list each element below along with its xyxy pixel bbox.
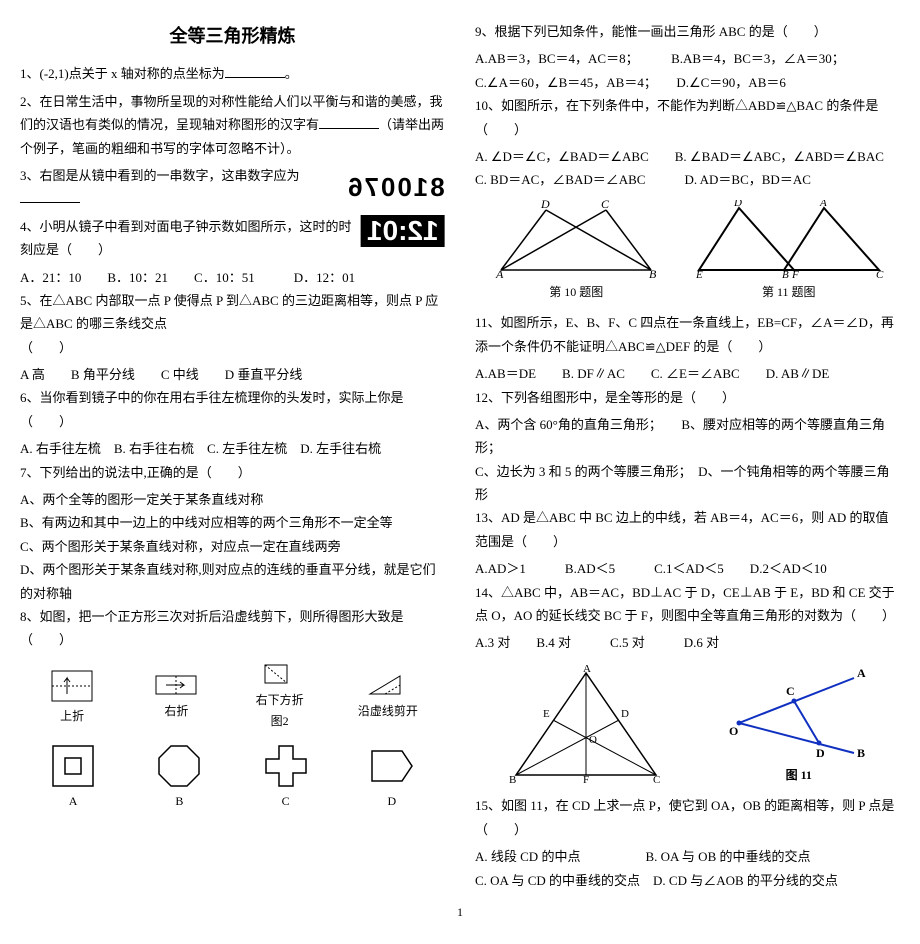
angle-diagram: O A B C D	[724, 663, 874, 763]
q8-opt-c: C	[261, 741, 311, 813]
q7: 7、下列给出的说法中,正确的是（ ）	[20, 461, 445, 484]
q10: 10、如图所示，在下列条件中，不能作为判断△ABD≌△BAC 的条件是（ ）	[475, 94, 900, 141]
svg-text:O: O	[589, 734, 597, 746]
q5: 5、在△ABC 内部取一点 P 使得点 P 到△ABC 的三边距离相等，则点 P…	[20, 289, 445, 359]
svg-text:F: F	[791, 269, 799, 280]
doc-title: 全等三角形精炼	[20, 20, 445, 52]
triangle-diagram: E B F C D A	[694, 200, 884, 280]
mirror-number: 810076	[346, 164, 445, 211]
fig-q14: A B C F E D O	[501, 665, 671, 785]
svg-text:C: C	[786, 684, 795, 698]
q2: 2、在日常生活中，事物所呈现的对称性能给人们以平衡与和谐的美感，我们的汉语也有类…	[20, 90, 445, 160]
svg-text:A: A	[819, 200, 827, 209]
svg-text:C: C	[601, 200, 610, 211]
shape-icon	[48, 741, 98, 791]
q13: 13、AD 是△ABC 中 BC 边上的中线，若 AB＝4，AC＝6，则 AD …	[475, 506, 900, 553]
svg-text:A: A	[583, 665, 591, 675]
fold-icon	[47, 666, 97, 706]
fig-q11: E B F C D A 第 11 题图	[694, 200, 884, 304]
q14-opts: A.3 对 B.4 对 C.5 对 D.6 对	[475, 631, 900, 654]
q13-opts: A.AD＞1 B.AD＜5 C.1＜AD＜5 D.2＜AD＜10	[475, 557, 900, 580]
svg-text:O: O	[729, 724, 738, 738]
q4: 12:01 4、小明从镜子中看到对面电子钟示数如图所示，这时的时刻应是（ ）	[20, 215, 445, 262]
triangle-diagram: A B C D	[491, 200, 661, 280]
svg-text:D: D	[816, 746, 825, 760]
q15-opts-2: C. OA 与 CD 的中垂线的交点 D. CD 与∠AOB 的平分线的交点	[475, 869, 900, 892]
fold-icon	[260, 660, 300, 690]
svg-text:B: B	[649, 267, 657, 280]
blank	[319, 115, 379, 129]
fold-step-1: 上折	[47, 666, 97, 728]
fig-row-14-11b: A B C F E D O O A B C D	[475, 663, 900, 787]
q12-opts-1: A、两个含 60°角的直角三角形； B、腰对应相等的两个等腰直角三角形；	[475, 413, 900, 460]
q7-opt-d: D、两个图形关于某条直线对称,则对应点的连线的垂直平分线，就是它们的对称轴	[20, 558, 445, 605]
fig-11b: O A B C D 图 11	[724, 663, 874, 787]
q6-options: A. 右手往左梳 B. 右手往右梳 C. 左手往左梳 D. 左手往右梳	[20, 437, 445, 460]
svg-text:D: D	[621, 708, 629, 720]
q8-opt-d: D	[367, 741, 417, 813]
clock-mirror: 12:01	[361, 215, 445, 247]
shape-icon	[154, 741, 204, 791]
q8-opt-b: B	[154, 741, 204, 813]
fold-sequence: 上折 右折 右下方折 图2 沿虚线剪开	[20, 660, 445, 733]
svg-text:E: E	[543, 708, 550, 720]
q7-opt-a: A、两个全等的图形一定关于某条直线对称	[20, 488, 445, 511]
svg-text:C: C	[653, 774, 660, 785]
svg-text:A: A	[495, 267, 504, 280]
fig-row-10-11: A B C D 第 10 题图 E B F C D A 第 11 题图	[475, 200, 900, 304]
q8-options-row: A B C D	[20, 741, 445, 813]
svg-text:C: C	[876, 269, 884, 280]
fold-icon	[365, 671, 410, 701]
q8: 8、如图，把一个正方形三次对折后沿虚线剪下，则所得图形大致是（ ）	[20, 605, 445, 652]
q8-opt-a: A	[48, 741, 98, 813]
q10-opts-2: C. BD＝AC，∠BAD＝∠ABC D. AD＝BC，BD＝AC	[475, 168, 900, 191]
left-column: 全等三角形精炼 1、(-2,1)点关于 x 轴对称的点坐标为。 2、在日常生活中…	[20, 20, 445, 892]
q9: 9、根据下列已知条件，能惟一画出三角形 ABC 的是（ ）	[475, 20, 900, 43]
fold-step-4: 沿虚线剪开	[358, 671, 418, 723]
q1: 1、(-2,1)点关于 x 轴对称的点坐标为。	[20, 62, 445, 85]
q4-options: A．21：10 B．10：21 C．10：51 D．12：01	[20, 266, 445, 289]
q7-opt-c: C、两个图形关于某条直线对称，对应点一定在直线两旁	[20, 535, 445, 558]
fold-step-2: 右折	[151, 671, 201, 723]
q12: 12、下列各组图形中，是全等形的是（ ）	[475, 386, 900, 409]
fig-q10: A B C D 第 10 题图	[491, 200, 661, 304]
q11-opts: A.AB＝DE B. DF∥AC C. ∠E＝∠ABC D. AB∥DE	[475, 362, 900, 385]
q10-opts-1: A. ∠D＝∠C，∠BAD＝∠ABC B. ∠BAD＝∠ABC，∠ABD＝∠BA…	[475, 145, 900, 168]
svg-text:B: B	[509, 774, 516, 785]
shape-icon	[367, 741, 417, 791]
blank	[20, 189, 80, 203]
shape-icon	[261, 741, 311, 791]
blank	[225, 64, 285, 78]
q9-opts-2: C.∠A＝60，∠B＝45，AB＝4； D.∠C＝90，AB＝6	[475, 71, 900, 94]
page-number: 1	[20, 902, 900, 924]
right-column: 9、根据下列已知条件，能惟一画出三角形 ABC 的是（ ） A.AB＝3，BC＝…	[475, 20, 900, 892]
q5-options: A 高 B 角平分线 C 中线 D 垂直平分线	[20, 363, 445, 386]
svg-text:B: B	[857, 746, 865, 760]
q7-opt-b: B、有两边和其中一边上的中线对应相等的两个三角形不一定全等	[20, 511, 445, 534]
q11: 11、如图所示，E、B、F、C 四点在一条直线上，EB=CF，∠A＝∠D，再添一…	[475, 311, 900, 358]
svg-text:A: A	[857, 666, 866, 680]
q15-opts-1: A. 线段 CD 的中点 B. OA 与 OB 的中垂线的交点	[475, 845, 900, 868]
q14: 14、△ABC 中，AB＝AC，BD⊥AC 于 D，CE⊥AB 于 E，BD 和…	[475, 581, 900, 628]
svg-text:D: D	[540, 200, 550, 211]
svg-text:B: B	[782, 269, 789, 280]
fold-icon	[151, 671, 201, 701]
svg-text:D: D	[733, 200, 742, 209]
q15: 15、如图 11，在 CD 上求一点 P，使它到 OA，OB 的距离相等，则 P…	[475, 794, 900, 841]
svg-text:E: E	[695, 269, 703, 280]
q12-opts-2: C、边长为 3 和 5 的两个等腰三角形； D、一个钝角相等的两个等腰三角形	[475, 460, 900, 507]
fold-step-3: 右下方折 图2	[256, 660, 304, 733]
q9-opts-1: A.AB＝3，BC＝4，AC＝8； B.AB＝4，BC＝3，∠A＝30；	[475, 47, 900, 70]
q3: 810076 3、右图是从镜中看到的一串数字，这串数字应为	[20, 164, 445, 211]
triangle-diagram: A B C F E D O	[501, 665, 671, 785]
q6: 6、当你看到镜子中的你在用右手往左梳理你的头发时，实际上你是（ ）	[20, 386, 445, 433]
svg-text:F: F	[583, 774, 589, 785]
